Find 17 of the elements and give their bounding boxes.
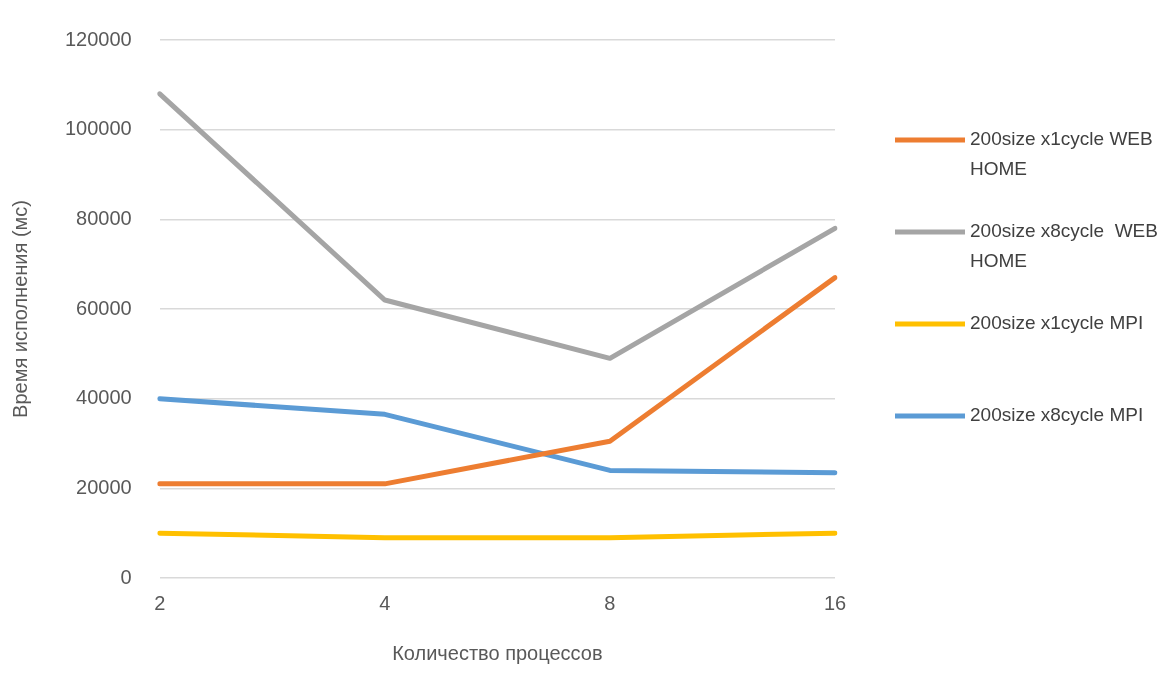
y-axis-title: Время исполнения (мс): [8, 200, 31, 418]
legend-label: 200size x8cycle WEB HOME: [970, 220, 1158, 272]
legend-label: 200size x1cycle WEB HOME: [970, 128, 1153, 180]
y-tick-label: 40000: [76, 386, 132, 409]
y-tick-label: 80000: [76, 206, 132, 229]
y-tick-label: 20000: [76, 475, 132, 498]
y-tick-label: 120000: [64, 27, 132, 50]
legend-label: 200size x1cycle MPI: [970, 312, 1144, 334]
x-tick-label: 2: [154, 591, 166, 614]
y-tick-label: 0: [120, 565, 132, 588]
x-axis-title: Количество процессов: [392, 641, 603, 664]
y-tick-label: 100000: [64, 117, 132, 140]
y-tick-label: 60000: [76, 296, 132, 319]
x-tick-label: 16: [823, 591, 847, 614]
legend-label: 200size x8cycle MPI: [970, 404, 1144, 426]
x-tick-label: 4: [379, 591, 391, 614]
x-tick-label: 8: [604, 591, 616, 614]
